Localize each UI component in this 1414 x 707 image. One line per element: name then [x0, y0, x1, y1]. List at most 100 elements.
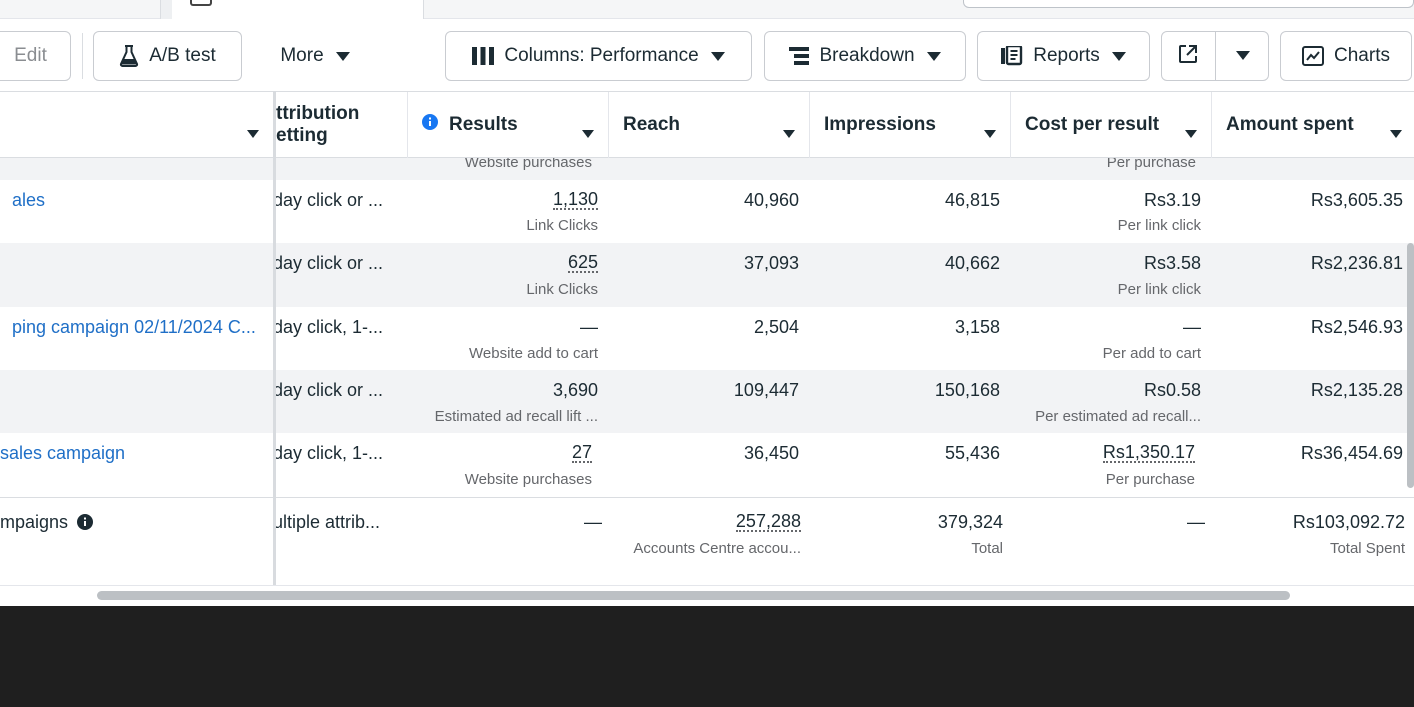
top-strip-divider	[160, 0, 172, 19]
header-attribution-line1: ttribution	[276, 103, 360, 124]
header-name-column[interactable]	[0, 92, 273, 158]
export-icon	[1178, 44, 1198, 69]
campaign-name-link[interactable]: ping campaign 02/11/2024 C...	[12, 317, 256, 337]
columns-button[interactable]: Columns: Performance	[445, 31, 752, 81]
top-strip-search[interactable]	[963, 0, 1414, 8]
attribution-cell: day click, 1-...	[273, 443, 384, 463]
table-row[interactable]: day click or ... 3,690 Estimated ad reca…	[0, 370, 1414, 433]
header-reach[interactable]: Reach	[608, 92, 809, 158]
table-header: ttribution etting Results Reach Impressi…	[0, 91, 1414, 158]
spent-value: Rs36,454.69	[1300, 443, 1403, 463]
header-amount-spent[interactable]: Amount spent	[1211, 92, 1414, 158]
cost-value[interactable]: Rs1,350.17	[1102, 442, 1195, 463]
caret-down-icon	[1390, 122, 1402, 144]
breakdown-button[interactable]: Breakdown	[764, 31, 966, 81]
total-label: mpaigns	[0, 512, 94, 535]
cost-value: Rs0.58	[1143, 380, 1201, 400]
results-value[interactable]: 27	[571, 442, 592, 463]
total-name: mpaigns	[0, 512, 69, 532]
vertical-scrollbar[interactable]	[1407, 243, 1414, 488]
table-row-partial: Website purchases Per purchase	[0, 158, 1414, 180]
edit-button[interactable]: Edit	[0, 31, 71, 81]
impressions-value: 150,168	[934, 380, 1000, 400]
reports-button[interactable]: Reports	[977, 31, 1150, 81]
frozen-column-divider	[273, 91, 276, 585]
reports-label: Reports	[1033, 45, 1100, 66]
top-strip	[0, 0, 1414, 19]
caret-down-icon	[1235, 47, 1250, 65]
table-row[interactable]: ales day click or ... 1,130 Link Clicks …	[0, 180, 1414, 243]
header-cost-label: Cost per result	[1025, 114, 1160, 135]
spent-value: Rs2,236.81	[1310, 253, 1403, 273]
caret-down-icon	[926, 51, 941, 61]
line-chart-icon	[1302, 46, 1325, 66]
header-spent-label: Amount spent	[1226, 114, 1354, 135]
impressions-value: 379,324	[937, 512, 1003, 532]
header-attribution-line2: etting	[276, 125, 328, 146]
results-value[interactable]: 1,130	[552, 189, 598, 210]
header-results[interactable]: Results	[407, 92, 608, 158]
header-attribution-label: ttribution etting	[276, 103, 359, 147]
caret-down-icon	[984, 122, 996, 144]
results-value: —	[584, 512, 602, 532]
breakdown-label: Breakdown	[819, 45, 915, 66]
reach-value: 37,093	[743, 253, 799, 273]
cost-sub: Per link click	[1117, 281, 1201, 298]
impressions-value: 46,815	[944, 190, 1000, 210]
reports-icon	[1001, 46, 1023, 66]
results-value: —	[580, 317, 598, 337]
more-button[interactable]: More	[262, 31, 368, 81]
attribution-cell: day click or ...	[273, 380, 384, 400]
horizontal-scrollbar-track[interactable]	[0, 585, 1414, 606]
horizontal-scrollbar-thumb[interactable]	[97, 591, 1290, 600]
header-attribution[interactable]: ttribution etting	[276, 92, 407, 158]
campaign-name-link[interactable]: sales campaign	[0, 443, 126, 463]
export-button[interactable]	[1161, 31, 1215, 81]
attribution-cell: day click or ...	[273, 253, 384, 273]
impressions-value: 3,158	[954, 317, 1000, 337]
charts-button[interactable]: Charts	[1280, 31, 1412, 81]
reach-sub: Accounts Centre accou...	[633, 540, 801, 557]
reach-value: 2,504	[753, 317, 799, 337]
toolbar: Edit A/B test More Columns: Performance …	[0, 19, 1414, 91]
spent-value: Rs3,605.35	[1310, 190, 1403, 210]
caret-down-icon	[1185, 122, 1197, 144]
cost-value: Rs3.58	[1143, 253, 1201, 273]
edit-button-label: Edit	[14, 45, 47, 66]
results-value[interactable]: 625	[567, 252, 598, 273]
spent-value: Rs103,092.72	[1292, 512, 1405, 532]
table-row[interactable]: day click or ... 625 Link Clicks 37,093 …	[0, 243, 1414, 307]
table-row[interactable]: sales campaign day click, 1-... 27 Websi…	[0, 433, 1414, 497]
results-value: 3,690	[552, 380, 598, 400]
reach-value[interactable]: 257,288	[735, 511, 801, 532]
top-strip-tab[interactable]	[172, 0, 424, 19]
attribution-cell: ultiple attrib...	[273, 512, 381, 532]
reach-value: 109,447	[733, 380, 799, 400]
columns-label: Columns: Performance	[504, 45, 699, 66]
flask-icon	[119, 45, 139, 67]
split-divider	[1215, 32, 1216, 80]
header-impressions-label: Impressions	[824, 114, 936, 135]
ab-test-button[interactable]: A/B test	[93, 31, 242, 81]
results-sub: Website add to cart	[469, 345, 598, 362]
results-sub: Link Clicks	[526, 217, 598, 234]
table-row-total: mpaigns ultiple attrib... — 257,288 Acco…	[0, 497, 1414, 585]
campaign-name-link[interactable]: ales	[12, 190, 46, 210]
cost-sub: Per add to cart	[1102, 345, 1201, 362]
table-row[interactable]: ping campaign 02/11/2024 C... day click,…	[0, 307, 1414, 370]
reach-value: 36,450	[743, 443, 799, 463]
header-impressions[interactable]: Impressions	[809, 92, 1010, 158]
caret-down-icon	[710, 51, 725, 61]
spent-sub: Total Spent	[1329, 540, 1405, 557]
export-dropdown-button[interactable]	[1216, 31, 1269, 81]
header-cost-per-result[interactable]: Cost per result	[1010, 92, 1211, 158]
cost-value: —	[1183, 317, 1201, 337]
info-icon[interactable]	[77, 514, 94, 535]
caret-down-icon	[1111, 51, 1126, 61]
impressions-value: 40,662	[944, 253, 1000, 273]
breakdown-icon	[789, 47, 810, 65]
impressions-value: 55,436	[944, 443, 1000, 463]
spent-value: Rs2,135.28	[1310, 380, 1403, 400]
caret-down-icon	[783, 122, 795, 144]
attribution-cell: day click or ...	[273, 190, 384, 210]
